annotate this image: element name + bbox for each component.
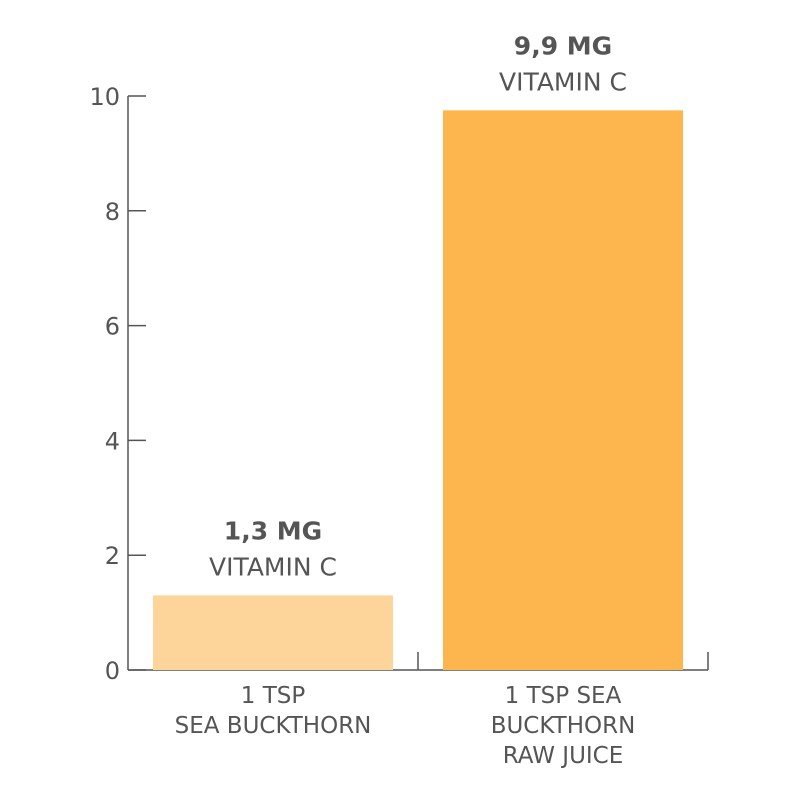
x-tick-label-1-line-1: 1 TSP: [241, 683, 306, 709]
x-tick-label-1-line-2: SEA BUCKTHORN: [175, 713, 372, 739]
y-tick-label: 0: [105, 657, 120, 685]
bar-2: [443, 110, 683, 671]
x-tick-label-2-line-2: BUCKTHORN: [491, 713, 636, 739]
bars: [153, 110, 683, 671]
y-tick-label: 4: [105, 427, 120, 455]
data-label-unit-2: VITAMIN C: [499, 67, 627, 96]
labels: 1,3 MG VITAMIN C 1 TSP SEA BUCKTHORN 9,9 MG V…: [175, 31, 636, 769]
y-tick-label: 8: [105, 198, 120, 226]
y-tick-label: 10: [89, 83, 120, 111]
bar-1: [153, 595, 393, 670]
y-tick-label: 6: [105, 313, 120, 341]
data-label-value-2: 9,9 MG: [514, 31, 612, 60]
data-label-unit-1: VITAMIN C: [209, 552, 337, 581]
data-label-value-1: 1,3 MG: [224, 516, 322, 545]
x-tick-label-2-line-3: RAW JUICE: [503, 743, 624, 769]
x-tick-label-2-line-1: 1 TSP SEA: [505, 683, 622, 709]
y-tick-label: 2: [105, 542, 120, 570]
